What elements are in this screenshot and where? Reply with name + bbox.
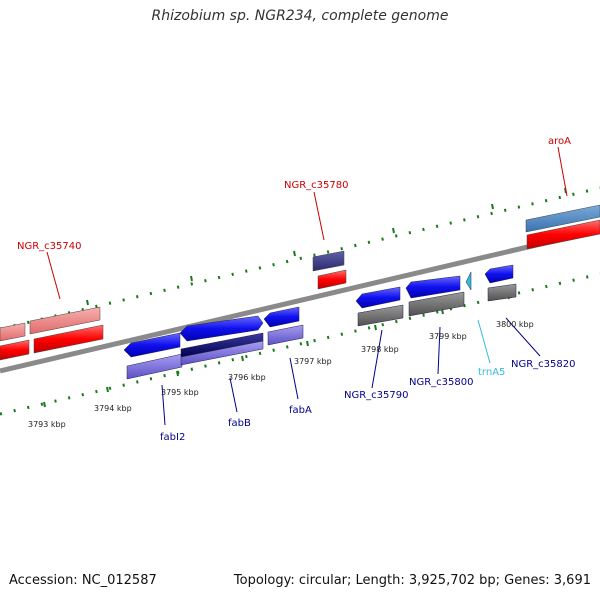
genome-backbone — [0, 227, 600, 374]
gene-block-left-red[interactable] — [0, 339, 30, 361]
upper-track-major-ticks — [86, 187, 567, 306]
upper-features — [0, 204, 600, 361]
accession-text: Accession: NC_012587 — [9, 573, 157, 588]
gene-block-c35740-pink[interactable] — [29, 306, 101, 335]
scale-label-3793: 3793 kbp — [28, 420, 66, 429]
gene-block-c35740-red[interactable] — [33, 324, 104, 354]
map-title: Rhizobium sp. NGR234, complete genome — [151, 8, 449, 24]
gene-block-c35790-gray[interactable] — [357, 304, 404, 327]
scale-label-3796: 3796 kbp — [228, 373, 266, 382]
gene-block-c35820-gray[interactable] — [487, 283, 517, 302]
scale-labels: 3793 kbp 3794 kbp 3795 kbp 3796 kbp 3797… — [28, 320, 534, 429]
gene-label-c35820[interactable]: NGR_c35820 — [511, 359, 576, 370]
gene-label-c35780[interactable]: NGR_c35780 — [284, 180, 349, 191]
lower-track-ticks — [0, 272, 600, 416]
upper-track-ticks — [0, 186, 600, 331]
gene-block-c35780-red[interactable] — [317, 269, 347, 290]
gene-block-aroA-red[interactable] — [526, 219, 600, 250]
gene-label-aroA[interactable]: aroA — [548, 136, 571, 147]
gene-block-fabA-purple[interactable] — [267, 324, 304, 346]
gene-arrow-fabI2[interactable] — [123, 332, 181, 358]
lower-features — [123, 264, 517, 380]
gene-block-c35780-navy[interactable] — [312, 250, 345, 272]
gene-label-c35800[interactable]: NGR_c35800 — [409, 377, 474, 388]
scale-label-3800: 3800 kbp — [496, 320, 534, 329]
gene-label-c35790[interactable]: NGR_c35790 — [344, 390, 409, 401]
gene-block-fabB-purple[interactable] — [180, 340, 264, 366]
gene-label-fabA[interactable]: fabA — [289, 405, 312, 416]
label-leader-lines — [46, 146, 568, 426]
gene-label-fabB[interactable]: fabB — [228, 418, 251, 429]
gene-block-aroA-steel[interactable] — [525, 204, 600, 233]
gene-arrow-trnA5[interactable] — [465, 271, 472, 291]
scale-label-3794: 3794 kbp — [94, 404, 132, 413]
scale-label-3799: 3799 kbp — [429, 332, 467, 341]
topology-text: Topology: circular; Length: 3,925,702 bp… — [233, 573, 591, 588]
gene-arrow-c35790[interactable] — [355, 286, 401, 309]
gene-arrow-c35820[interactable] — [484, 264, 514, 284]
gene-label-c35740[interactable]: NGR_c35740 — [17, 241, 82, 252]
gene-block-c35800-gray[interactable] — [408, 291, 465, 317]
gene-label-trnA5[interactable]: trnA5 — [478, 367, 505, 378]
gene-block-fabI2-purple[interactable] — [126, 353, 183, 380]
gene-arrow-fabB[interactable] — [179, 315, 264, 342]
scale-label-3795: 3795 kbp — [161, 388, 199, 397]
gene-label-fabI2[interactable]: fabI2 — [160, 432, 185, 443]
gene-arrow-c35800[interactable] — [405, 275, 461, 299]
gene-labels: aroA NGR_c35780 NGR_c35740 fabI2 fabB fa… — [17, 136, 576, 443]
scale-label-3798: 3798 kbp — [361, 345, 399, 354]
gene-block-left-pink[interactable] — [0, 322, 26, 342]
gene-arrow-fabA[interactable] — [263, 306, 300, 328]
scale-label-3797: 3797 kbp — [294, 357, 332, 366]
lower-track-major-ticks — [43, 293, 510, 408]
